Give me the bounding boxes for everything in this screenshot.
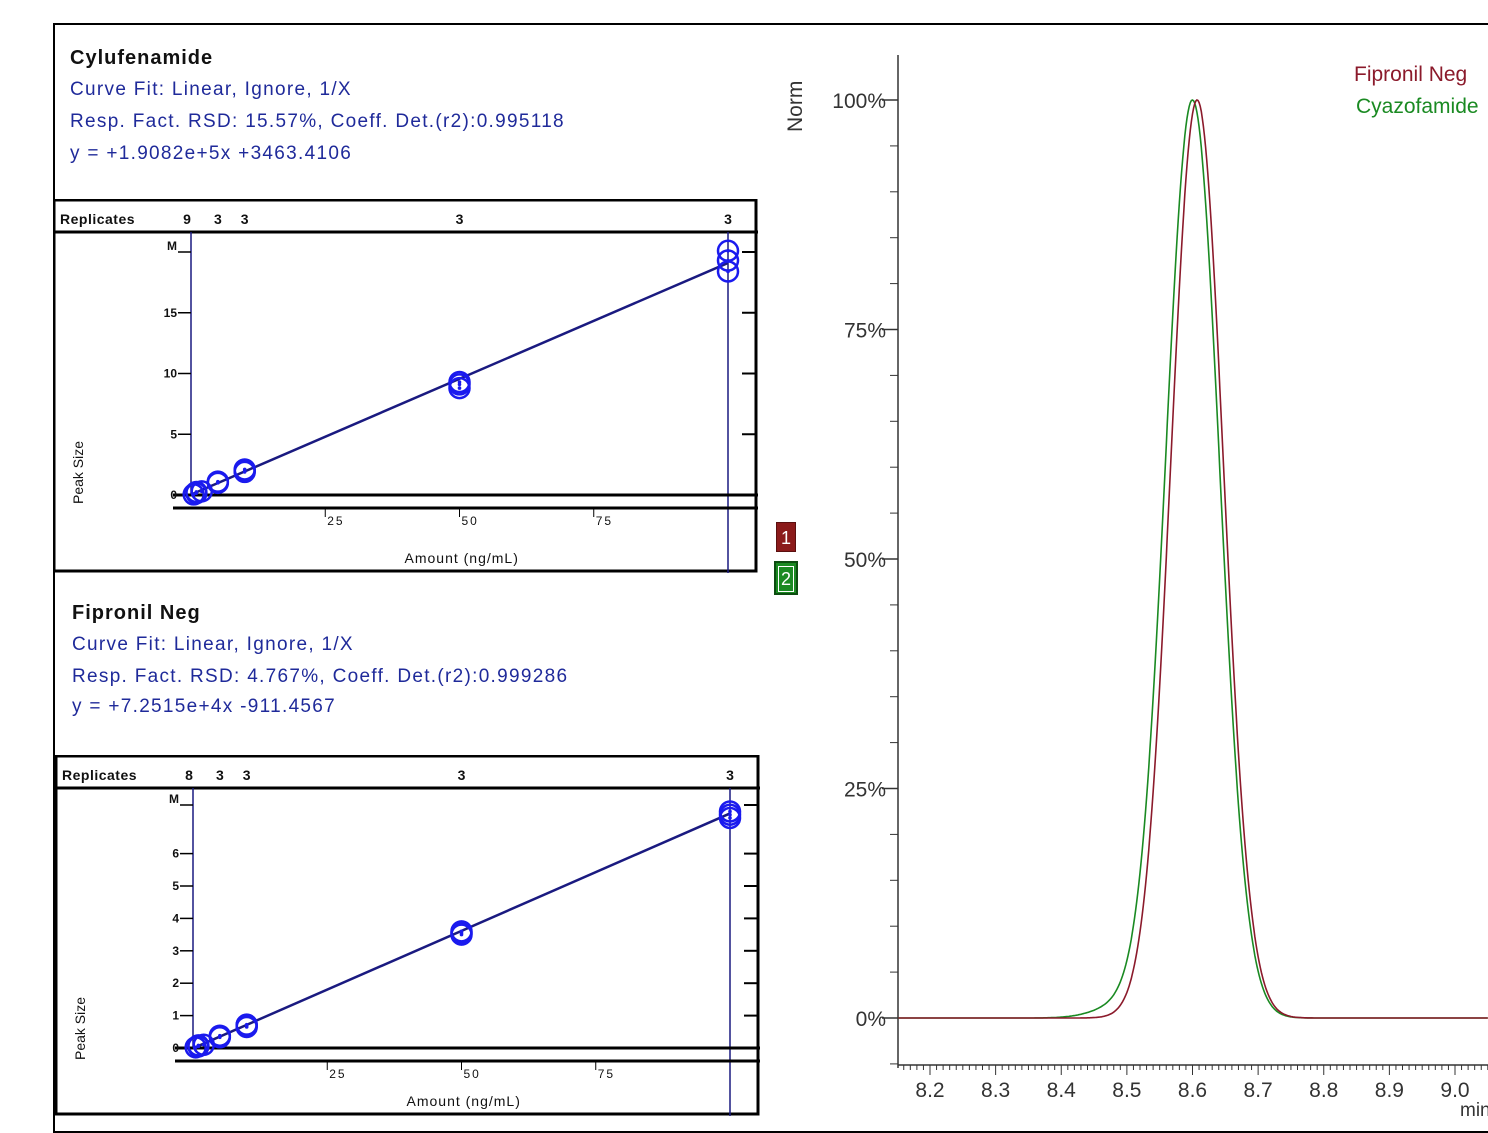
y-tick-label: M	[169, 792, 179, 806]
calibration-1-plot: Replicates 9 3 3 3 3 0 5 10 15 M 25 50 75 Amount (ng/m…	[53, 199, 758, 573]
calibration-point	[206, 470, 230, 493]
y-tick-label: 3	[172, 944, 179, 958]
calibration-1-equation: y = +1.9082e+5x +3463.4106	[70, 143, 353, 164]
y-tick-label: M	[167, 239, 177, 253]
calibration-point	[716, 239, 740, 263]
calibration-point-center	[194, 490, 199, 494]
x-tick-label: 8.8	[1309, 1079, 1338, 1102]
calibration-1-curve-fit: Curve Fit: Linear, Ignore, 1/X	[70, 79, 352, 100]
x-tick-label: 8.5	[1112, 1079, 1141, 1102]
replicate-count: 3	[726, 767, 734, 783]
replicate-count: 3	[216, 767, 224, 783]
x-tick-label: 8.4	[1047, 1079, 1077, 1102]
replicates-label: Replicates	[60, 211, 135, 227]
y-tick-label: 0	[172, 1041, 179, 1055]
y-tick-label: 0%	[856, 1008, 886, 1031]
x-tick-label: 9.0	[1440, 1079, 1469, 1102]
y-axis-label: Peak Size	[70, 441, 86, 504]
y-tick-label: 50%	[844, 549, 886, 572]
calibration-point-center	[201, 1042, 206, 1047]
x-axis-label: Amount (ng/mL)	[407, 1093, 521, 1109]
y-tick-label: 5	[170, 427, 177, 441]
y-tick-label: 10	[164, 367, 178, 381]
calibration-1-title: Cylufenamide	[70, 47, 214, 69]
calibration-point	[718, 803, 742, 826]
replicate-count: 3	[241, 211, 249, 227]
calibration-point-center	[728, 816, 732, 820]
calibration-point-center	[244, 1023, 249, 1028]
x-tick-label: 50	[462, 514, 479, 528]
y-tick-label: 25%	[844, 779, 886, 802]
legend-cyazofamide: Cyazofamide	[1356, 95, 1479, 118]
calibration-point-center	[218, 1033, 222, 1038]
x-tick-label: 25	[327, 514, 344, 528]
x-tick-label: 25	[329, 1067, 346, 1081]
calibration-point-center	[216, 479, 220, 484]
x-tick-label: 8.6	[1178, 1079, 1207, 1102]
calibration-point-center	[196, 1043, 201, 1048]
chromatogram-plot: 0% 25% 50% 75% 100% Norm 8.2 8.3 8.4 8.5 8.6 8.7 8.8…	[784, 55, 1488, 1116]
calibration-point	[235, 1014, 258, 1037]
x-tick-label: 8.3	[981, 1079, 1010, 1102]
x-tick-label: 8.2	[915, 1079, 944, 1102]
x-tick-label: 8.9	[1375, 1079, 1404, 1102]
replicate-count: 9	[183, 211, 191, 227]
y-tick-label: 1	[172, 1009, 179, 1023]
y-tick-label: 15	[164, 306, 178, 320]
calibration-2-equation: y = +7.2515e+4x -911.4567	[72, 696, 337, 717]
replicate-count: 3	[214, 211, 222, 227]
replicate-count: 3	[458, 767, 466, 783]
y-tick-label: 2	[172, 976, 179, 990]
replicate-count: 8	[185, 767, 193, 783]
plot-border	[55, 755, 760, 1116]
calibration-point-center	[242, 468, 247, 473]
x-tick-label: 75	[598, 1067, 615, 1081]
calibration-point-center	[199, 489, 204, 494]
calibration-point-center	[457, 386, 462, 390]
trace-fipronil-neg	[898, 99, 1488, 1019]
calibration-point	[450, 921, 473, 945]
calibration-point-center	[728, 812, 732, 817]
y-axis-label: Peak Size	[72, 997, 88, 1060]
calibration-point	[233, 459, 256, 482]
x-tick-label: 8.7	[1244, 1079, 1273, 1102]
calibration-2-curve-fit: Curve Fit: Linear, Ignore, 1/X	[72, 634, 354, 655]
y-tick-label: 100%	[832, 90, 886, 113]
calibration-1-resp-fact: Resp. Fact. RSD: 15.57%, Coeff. Det.(r2)…	[70, 111, 565, 132]
calibration-point	[208, 1024, 232, 1047]
x-tick-label: 75	[596, 514, 613, 528]
y-tick-label: 75%	[844, 320, 886, 343]
replicate-count: 3	[243, 767, 251, 783]
calibration-point-center	[728, 809, 732, 814]
trace-1-selector[interactable]: 1	[776, 522, 796, 552]
replicate-count: 3	[724, 211, 732, 227]
legend-fipronil-neg: Fipronil Neg	[1354, 63, 1468, 86]
replicate-count: 3	[456, 211, 464, 227]
x-tick-label: 50	[464, 1067, 481, 1081]
calibration-point-center	[457, 380, 462, 384]
calibration-point	[448, 370, 471, 394]
plot-border	[53, 199, 758, 573]
trace-cyazofamide	[898, 99, 1488, 1019]
calibration-point-center	[459, 931, 464, 935]
x-axis-label: min	[1460, 1100, 1488, 1116]
y-tick-label: 5	[172, 879, 179, 893]
calibration-point-center	[726, 248, 730, 253]
replicates-label: Replicates	[62, 767, 137, 783]
x-axis-label: Amount (ng/mL)	[405, 550, 519, 566]
calibration-2-title: Fipronil Neg	[72, 602, 201, 624]
y-tick-label: 0	[170, 488, 177, 502]
y-tick-label: 6	[172, 847, 179, 861]
y-tick-label: 4	[172, 911, 179, 925]
calibration-2-plot: Replicates 8 3 3 3 3 0 1 2 3 4 5 6 M 25 50 75 Amount (ng/…	[55, 755, 760, 1116]
trace-2-selector[interactable]: 2	[774, 561, 798, 595]
calibration-2-resp-fact: Resp. Fact. RSD: 4.767%, Coeff. Det.(r2)…	[72, 666, 569, 687]
y-axis-label: Norm	[784, 81, 807, 132]
trace-2-selector-label: 2	[778, 566, 794, 592]
